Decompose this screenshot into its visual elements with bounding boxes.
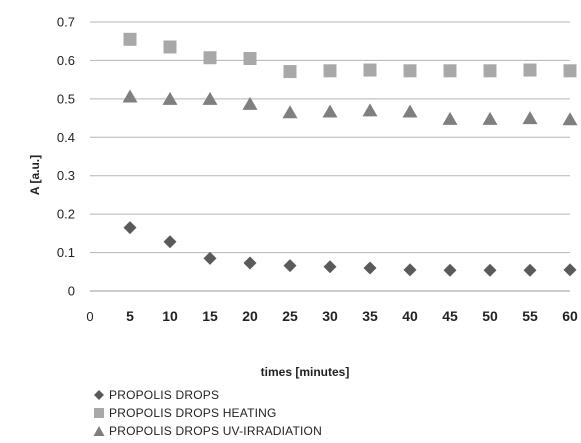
data-point bbox=[163, 40, 177, 54]
data-point bbox=[523, 63, 537, 77]
y-tick-label: 0.1 bbox=[57, 245, 75, 260]
data-point bbox=[362, 103, 378, 117]
y-axis-ticks: 0 0.1 0.2 0.3 0.4 0.5 0.6 0.7 bbox=[57, 15, 75, 299]
data-point bbox=[363, 261, 377, 275]
x-axis-ticks: 0 5 10 15 20 25 30 35 40 45 50 55 60 bbox=[86, 308, 578, 324]
data-point bbox=[282, 105, 298, 119]
data-point bbox=[483, 263, 497, 277]
data-point bbox=[203, 51, 217, 65]
series-diamond bbox=[123, 221, 577, 277]
series-triangle bbox=[122, 89, 578, 126]
x-axis-title: times [minutes] bbox=[261, 365, 350, 379]
data-point bbox=[283, 65, 297, 79]
gridlines bbox=[90, 21, 570, 292]
x-tick-label: 10 bbox=[162, 308, 178, 324]
x-tick-label: 40 bbox=[402, 308, 418, 324]
x-tick-label: 60 bbox=[562, 308, 578, 324]
data-point bbox=[403, 263, 417, 277]
data-point bbox=[563, 263, 577, 277]
x-tick-label: 30 bbox=[322, 308, 338, 324]
data-point bbox=[322, 104, 338, 118]
data-point bbox=[442, 111, 458, 125]
data-point bbox=[123, 221, 137, 235]
data-point bbox=[482, 111, 498, 125]
chart: 0 0.1 0.2 0.3 0.4 0.5 0.6 0.7 0 5 10 15 20 25 30 35 40 4… bbox=[28, 15, 578, 380]
square-marker-icon bbox=[94, 408, 104, 418]
data-point bbox=[523, 263, 537, 277]
x-tick-label: 45 bbox=[442, 308, 458, 324]
data-point bbox=[243, 52, 257, 66]
x-tick-label: 20 bbox=[242, 308, 258, 324]
legend-label: PROPOLIS DROPS HEATING bbox=[109, 406, 277, 420]
y-tick-label: 0.2 bbox=[57, 207, 75, 222]
y-tick-label: 0.7 bbox=[57, 15, 75, 30]
data-point bbox=[402, 104, 418, 118]
legend-label: PROPOLIS DROPS bbox=[109, 388, 220, 402]
y-tick-label: 0.4 bbox=[57, 130, 75, 145]
x-tick-label: 15 bbox=[202, 308, 218, 324]
legend-item-propolis-drops: PROPOLIS DROPS bbox=[93, 386, 322, 404]
diamond-marker-icon bbox=[94, 390, 104, 400]
data-point bbox=[123, 32, 137, 46]
y-tick-label: 0 bbox=[68, 284, 75, 299]
data-point bbox=[562, 112, 578, 126]
x-tick-label: 55 bbox=[522, 308, 538, 324]
y-axis-title: A [a.u.] bbox=[28, 155, 42, 195]
series-square bbox=[123, 32, 577, 79]
x-tick-label: 0 bbox=[86, 309, 93, 324]
data-point bbox=[443, 64, 457, 78]
y-tick-label: 0.6 bbox=[57, 53, 75, 68]
data-point bbox=[323, 260, 337, 274]
x-tick-label: 5 bbox=[126, 308, 134, 324]
legend-item-propolis-drops-uv-irradiation: PROPOLIS DROPS UV-IRRADIATION bbox=[93, 422, 322, 440]
triangle-marker-icon bbox=[93, 426, 105, 436]
legend-item-propolis-drops-heating: PROPOLIS DROPS HEATING bbox=[93, 404, 322, 422]
x-tick-label: 25 bbox=[282, 308, 298, 324]
data-point bbox=[122, 89, 138, 103]
data-point bbox=[563, 64, 577, 78]
data-points bbox=[122, 32, 578, 277]
data-point bbox=[243, 256, 257, 270]
x-tick-label: 50 bbox=[482, 308, 498, 324]
data-point bbox=[483, 64, 497, 78]
x-tick-label: 35 bbox=[362, 308, 378, 324]
data-point bbox=[163, 235, 177, 249]
data-point bbox=[443, 263, 457, 277]
legend: PROPOLIS DROPS PROPOLIS DROPS HEATING PR… bbox=[93, 386, 322, 440]
y-tick-label: 0.3 bbox=[57, 168, 75, 183]
data-point bbox=[203, 251, 217, 265]
data-point bbox=[323, 64, 337, 78]
data-point bbox=[283, 259, 297, 273]
y-tick-label: 0.5 bbox=[57, 91, 75, 106]
data-point bbox=[403, 64, 417, 78]
data-point bbox=[202, 91, 218, 105]
data-point bbox=[522, 111, 538, 125]
data-point bbox=[242, 96, 258, 110]
data-point bbox=[162, 91, 178, 105]
legend-label: PROPOLIS DROPS UV-IRRADIATION bbox=[109, 424, 322, 438]
data-point bbox=[363, 63, 377, 77]
